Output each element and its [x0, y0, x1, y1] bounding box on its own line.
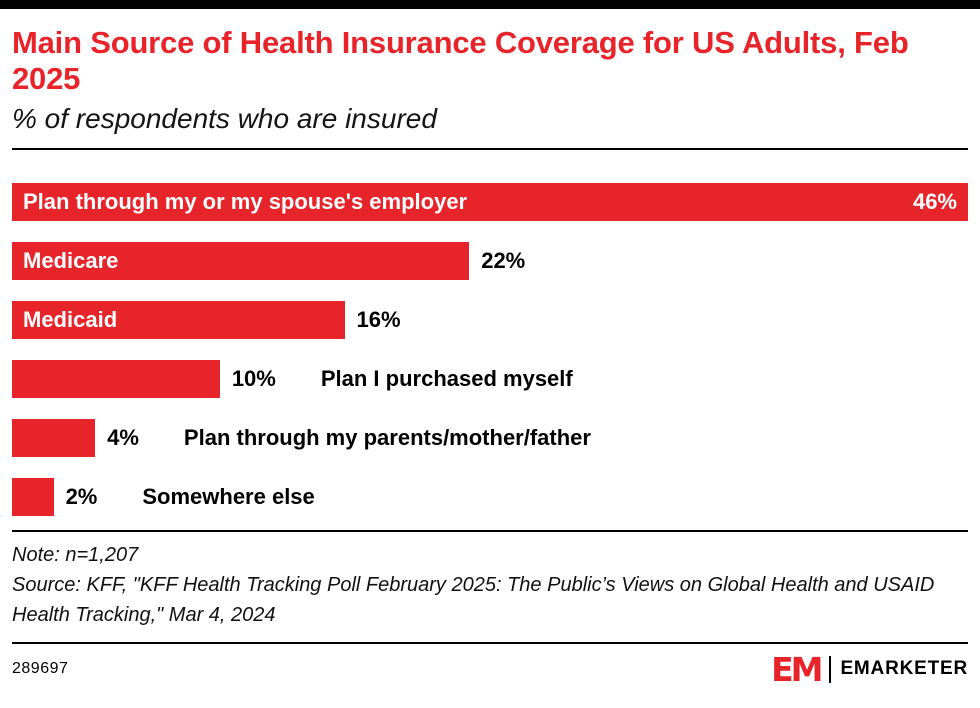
bar-label: Plan I purchased myself	[320, 365, 573, 391]
bar: Medicaid	[12, 300, 345, 339]
top-border	[0, 0, 980, 9]
bar-label: Medicaid	[23, 306, 118, 332]
bar-label: Somewhere else	[142, 483, 315, 509]
bar-row: Medicaid 16%	[12, 300, 968, 339]
bar-row: 2% Somewhere else	[12, 477, 968, 516]
page-title: Main Source of Health Insurance Coverage…	[12, 25, 909, 96]
bar-chart: Plan through my or my spouse's employer 4…	[12, 182, 968, 516]
logo-divider	[829, 655, 832, 683]
bar: Plan through my or my spouse's employer 4…	[12, 182, 968, 221]
bar-row: Medicare 22%	[12, 241, 968, 280]
source-text: Source: KFF, "KFF Health Tracking Poll F…	[12, 573, 935, 626]
footer: 289697 EM EMARKETER	[12, 653, 968, 686]
note-text: Note: n=1,207	[12, 543, 139, 566]
bar: Medicare	[12, 241, 470, 280]
bar-label: Plan through my or my spouse's employer	[23, 188, 468, 214]
header-divider	[12, 147, 968, 150]
footer-divider	[12, 641, 968, 644]
bar	[12, 418, 96, 457]
bar-label: Medicare	[23, 247, 119, 273]
emarketer-monogram-icon: EM	[771, 649, 823, 689]
logo-wordmark: EMARKETER	[840, 658, 968, 680]
bar-value: 10%	[231, 365, 276, 391]
bar-value: 16%	[356, 306, 401, 332]
bar-row: 10% Plan I purchased myself	[12, 359, 968, 398]
bar-value: 22%	[481, 247, 526, 273]
bar	[12, 477, 54, 516]
bar-value: 2%	[65, 483, 98, 509]
emarketer-logo: EM EMARKETER	[771, 653, 968, 686]
bar	[12, 359, 220, 398]
page-subtitle: % of respondents who are insured	[12, 102, 437, 134]
bar-label: Plan through my parents/mother/father	[183, 424, 591, 450]
bar-row: Plan through my or my spouse's employer 4…	[12, 182, 968, 221]
notes-divider	[12, 529, 968, 532]
bar-value: 4%	[107, 424, 139, 450]
notes-section: Note: n=1,207 Source: KFF, "KFF Health T…	[12, 540, 968, 630]
chart-id: 289697	[12, 660, 69, 678]
bar-row: 4% Plan through my parents/mother/father	[12, 418, 968, 457]
bar-value: 46%	[912, 188, 957, 214]
